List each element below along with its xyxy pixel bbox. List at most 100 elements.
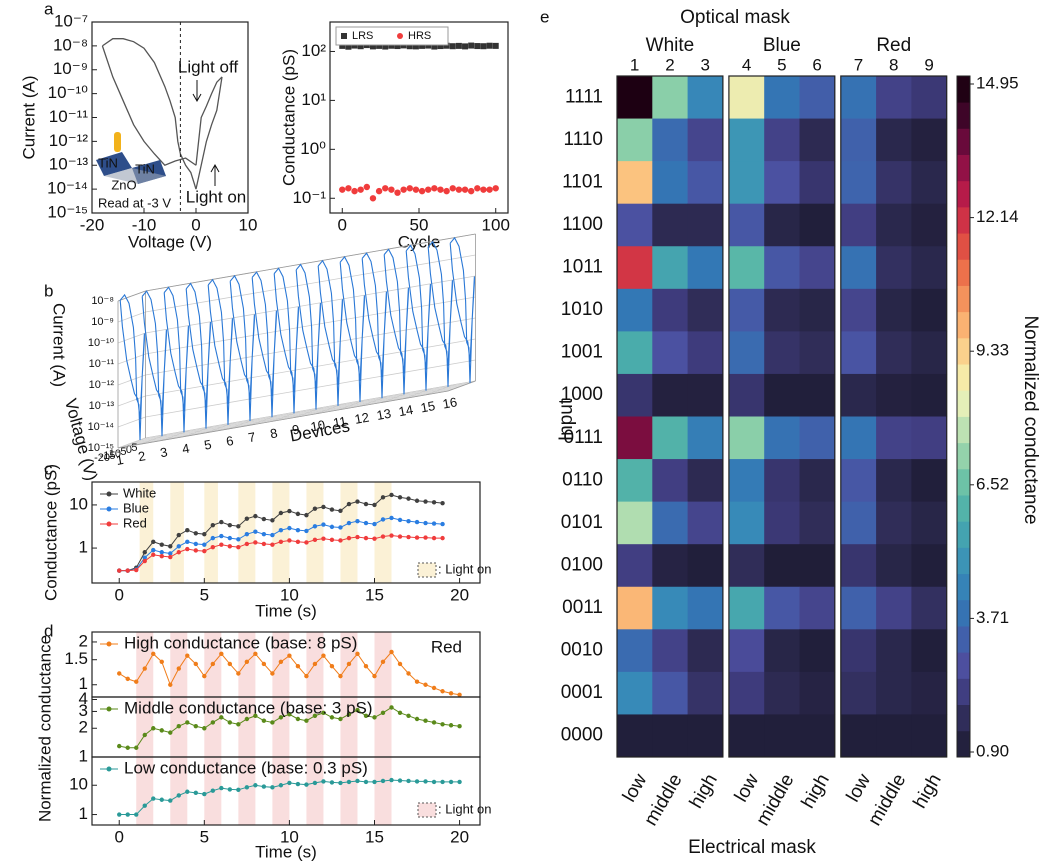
- heatmap-cell: [728, 161, 765, 205]
- x-tick-label: 15: [365, 827, 384, 846]
- light-band: [272, 482, 290, 583]
- y-tick-label: 10: [69, 775, 88, 794]
- light-source: [114, 132, 121, 152]
- group-frame: [728, 75, 836, 758]
- x-tick-label: -10: [132, 215, 157, 234]
- data-point: [185, 720, 190, 725]
- heatmap-cell: [911, 203, 948, 247]
- data-point: [185, 539, 190, 544]
- x-axis-label: Cycle: [398, 232, 441, 251]
- data-point: [236, 537, 241, 542]
- heatmap-cell: [799, 586, 836, 630]
- data-point: [346, 712, 352, 717]
- data-point: [419, 42, 426, 49]
- heatmap-cell: [652, 331, 688, 375]
- data-point: [168, 798, 173, 803]
- device-curve: [251, 271, 277, 418]
- device-curve: [119, 293, 145, 441]
- data-point: [287, 712, 292, 717]
- colorbar-band: [957, 364, 970, 391]
- data-point: [202, 542, 207, 547]
- legend-label: Middle conductance (base: 3 pS): [124, 698, 373, 717]
- data-point: [455, 42, 462, 49]
- data-point: [414, 519, 420, 525]
- heatmap-cell: [876, 76, 912, 119]
- data-point: [244, 516, 250, 521]
- data-point: [142, 732, 147, 738]
- data-point: [443, 187, 450, 195]
- data-point: [431, 521, 437, 526]
- data-point: [295, 781, 301, 787]
- data-point: [278, 659, 284, 665]
- data-point: [346, 535, 352, 541]
- colorbar-band: [957, 678, 970, 706]
- row-label: 1010: [561, 299, 603, 320]
- row-label: 0100: [561, 554, 603, 575]
- data-point: [389, 777, 394, 783]
- data-point: [372, 502, 377, 508]
- heatmap-cell: [840, 331, 877, 375]
- colorbar-band: [957, 704, 970, 732]
- data-point: [304, 782, 309, 787]
- group-label: Red: [876, 35, 911, 56]
- voltage-tick-label: 0: [126, 444, 132, 456]
- data-point: [457, 692, 462, 697]
- x-tick-label: 10: [280, 827, 299, 846]
- data-point: [406, 671, 411, 676]
- heatmap-cell: [764, 161, 800, 205]
- column-number: 4: [742, 55, 751, 74]
- data-point: [219, 715, 224, 720]
- data-point: [185, 546, 190, 552]
- heatmap-cell: [652, 246, 688, 290]
- data-point: [363, 520, 369, 526]
- data-point: [321, 504, 326, 510]
- y-tick-label: 1: [79, 674, 88, 693]
- data-point: [117, 671, 122, 676]
- device-curve: [185, 282, 211, 429]
- data-point: [355, 651, 360, 657]
- y-tick-label: 10⁻⁹: [53, 59, 88, 78]
- device-tick-label: 2: [137, 448, 147, 464]
- data-point: [369, 195, 377, 202]
- legend-marker: [106, 506, 112, 512]
- x-tick-label: 10: [239, 215, 258, 234]
- heatmap-cell: [911, 671, 948, 715]
- heatmap-cell: [764, 501, 800, 545]
- data-point: [295, 716, 301, 722]
- y-tick-label: 10⁻¹: [292, 188, 326, 207]
- y-tick-label: 10²: [301, 41, 326, 60]
- y-tick-label: 10⁻¹⁵: [47, 202, 88, 221]
- light-band: [170, 482, 184, 583]
- plot-frame: [91, 21, 249, 214]
- heatmap-cell: [764, 671, 800, 715]
- data-point: [261, 784, 267, 789]
- heatmap-cell: [840, 629, 877, 673]
- heatmap-cell: [728, 714, 765, 758]
- tin-electrode: [96, 152, 132, 176]
- data-point: [414, 498, 420, 503]
- data-point: [406, 778, 411, 784]
- heatmap-cell: [911, 331, 948, 375]
- x-tick-label: 0: [114, 585, 123, 604]
- data-point: [474, 185, 481, 192]
- data-point: [431, 535, 437, 541]
- data-point: [414, 716, 420, 722]
- row-label: 1001: [561, 342, 603, 363]
- inset-label: TiN: [135, 161, 155, 176]
- x-axis-label: Time (s): [255, 601, 317, 620]
- data-point: [425, 42, 432, 49]
- legend-label: High conductance (base: 8 pS): [124, 633, 357, 652]
- x-tick-label: 15: [365, 585, 384, 604]
- data-point: [134, 567, 139, 573]
- data-point: [345, 185, 352, 192]
- heatmap-cell: [911, 544, 948, 588]
- data-point: [261, 718, 267, 723]
- data-point: [418, 187, 426, 195]
- heatmap-cell: [799, 288, 836, 332]
- heatmap-cell: [911, 373, 948, 417]
- data-point: [400, 186, 407, 193]
- legend-label: : Light on: [438, 801, 492, 816]
- heatmap-cell: [652, 76, 688, 119]
- data-point: [159, 797, 164, 802]
- group-label: Blue: [763, 35, 801, 56]
